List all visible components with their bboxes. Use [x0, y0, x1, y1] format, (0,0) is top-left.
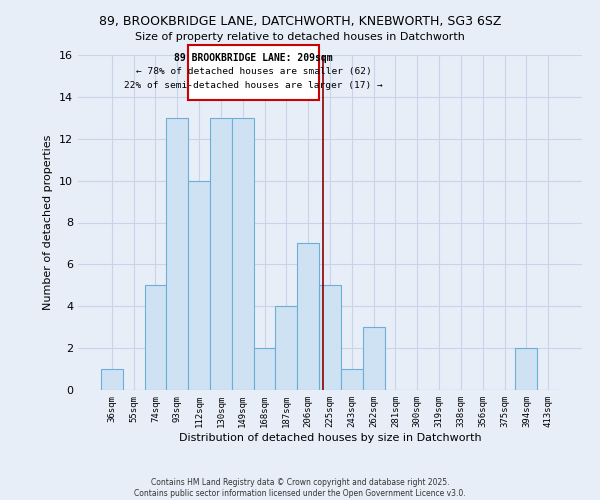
- FancyBboxPatch shape: [188, 44, 319, 100]
- Bar: [232, 118, 254, 390]
- Bar: [254, 348, 275, 390]
- Text: 22% of semi-detached houses are larger (17) →: 22% of semi-detached houses are larger (…: [124, 81, 383, 90]
- Text: 89 BROOKBRIDGE LANE: 209sqm: 89 BROOKBRIDGE LANE: 209sqm: [175, 53, 333, 63]
- Bar: [188, 180, 210, 390]
- Text: 89, BROOKBRIDGE LANE, DATCHWORTH, KNEBWORTH, SG3 6SZ: 89, BROOKBRIDGE LANE, DATCHWORTH, KNEBWO…: [99, 15, 501, 28]
- Bar: [515, 348, 537, 390]
- Bar: [363, 327, 385, 390]
- Bar: [275, 306, 297, 390]
- Y-axis label: Number of detached properties: Number of detached properties: [43, 135, 53, 310]
- Bar: [210, 118, 232, 390]
- Bar: [145, 286, 166, 390]
- Text: Contains HM Land Registry data © Crown copyright and database right 2025.
Contai: Contains HM Land Registry data © Crown c…: [134, 478, 466, 498]
- Bar: [297, 244, 319, 390]
- Bar: [101, 369, 123, 390]
- Text: ← 78% of detached houses are smaller (62): ← 78% of detached houses are smaller (62…: [136, 67, 371, 76]
- X-axis label: Distribution of detached houses by size in Datchworth: Distribution of detached houses by size …: [179, 432, 481, 442]
- Bar: [341, 369, 363, 390]
- Bar: [166, 118, 188, 390]
- Text: Size of property relative to detached houses in Datchworth: Size of property relative to detached ho…: [135, 32, 465, 42]
- Bar: [319, 286, 341, 390]
